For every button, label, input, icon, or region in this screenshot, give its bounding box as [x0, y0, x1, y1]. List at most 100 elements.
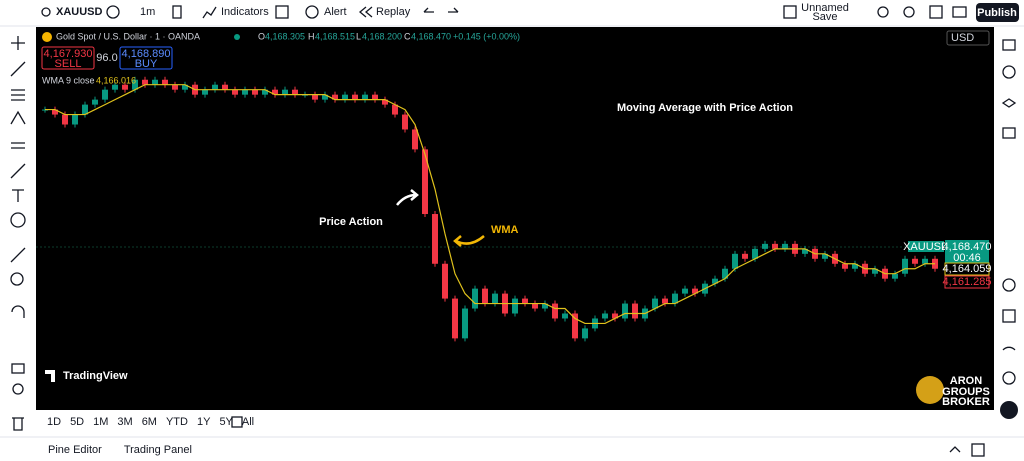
- candle: [352, 94, 358, 100]
- replay-icon: [358, 6, 373, 18]
- candle: [122, 84, 128, 90]
- candle: [232, 89, 238, 95]
- candle: [762, 243, 768, 249]
- buy-button[interactable]: [119, 46, 173, 70]
- layout-icon[interactable]: [783, 5, 797, 19]
- symbol-button[interactable]: XAUUSD: [56, 6, 103, 18]
- range-button[interactable]: 6M: [142, 416, 157, 428]
- candle: [82, 104, 88, 115]
- low-tag: [944, 275, 990, 289]
- spread: 96.0: [96, 52, 117, 64]
- widget-bar[interactable]: [1001, 39, 1017, 385]
- change-value: +0.145 (+0.00%): [453, 31, 520, 41]
- high-label: H: [308, 31, 315, 41]
- range-button[interactable]: 5D: [70, 416, 84, 428]
- candle: [342, 94, 348, 100]
- templates-icon[interactable]: [275, 5, 289, 19]
- candle: [872, 268, 878, 274]
- bottom-tab[interactable]: Pine Editor: [48, 444, 102, 456]
- range-button[interactable]: YTD: [166, 416, 188, 428]
- buy-label[interactable]: BUY: [135, 58, 158, 70]
- currency-label[interactable]: USD: [951, 32, 974, 44]
- candle: [602, 313, 608, 319]
- publish-button[interactable]: [976, 3, 1019, 22]
- range-button[interactable]: 1D: [47, 416, 61, 428]
- candle: [392, 104, 398, 115]
- candle: [402, 114, 408, 130]
- currency-selector[interactable]: [946, 30, 990, 46]
- symbol-tag-label: XAUUSD: [903, 241, 949, 253]
- bottom-tab[interactable]: Trading Panel: [124, 444, 192, 456]
- drawing-tools[interactable]: [10, 36, 26, 431]
- sell-button[interactable]: [41, 46, 95, 70]
- candle: [722, 268, 728, 279]
- save-label[interactable]: Save: [812, 11, 837, 23]
- market-status: [234, 34, 240, 40]
- candle: [202, 89, 208, 95]
- chart-type-icon[interactable]: [172, 5, 182, 19]
- candle: [132, 79, 138, 90]
- candle: [492, 293, 498, 304]
- collapse-icon[interactable]: [949, 446, 961, 453]
- symbol-tag: [908, 241, 944, 252]
- sell-price[interactable]: 4,167.930: [44, 48, 93, 60]
- wma-arrow: [453, 235, 485, 247]
- candle: [212, 84, 218, 90]
- candle: [292, 89, 298, 95]
- low-tag-label: 4,161.285: [943, 276, 992, 288]
- publish-label[interactable]: Publish: [977, 7, 1017, 19]
- camera-icon[interactable]: [952, 6, 967, 18]
- candle: [612, 313, 618, 319]
- maximize-icon[interactable]: [971, 443, 985, 457]
- alert-icon: [305, 5, 319, 19]
- candle: [172, 84, 178, 90]
- redo-icon[interactable]: [448, 7, 459, 13]
- interval-button[interactable]: 1m: [140, 6, 155, 18]
- candle: [652, 298, 658, 309]
- range-button[interactable]: 5Y: [219, 416, 233, 428]
- range-button[interactable]: All: [242, 416, 254, 428]
- candle: [162, 79, 168, 85]
- settings-icon[interactable]: [903, 6, 915, 18]
- range-button[interactable]: 3M: [117, 416, 132, 428]
- screenshot-icon[interactable]: [877, 6, 889, 18]
- replay-button[interactable]: Replay: [376, 6, 411, 18]
- bottom-tabs: Pine Editor Trading Panel: [48, 444, 192, 456]
- range-button[interactable]: 1M: [93, 416, 108, 428]
- candle: [802, 248, 808, 254]
- candle: [552, 303, 558, 319]
- compare-icon[interactable]: [106, 5, 120, 19]
- alert-button[interactable]: Alert: [324, 6, 347, 18]
- candle: [622, 303, 628, 319]
- indicators-icon: [202, 6, 217, 19]
- candle: [712, 278, 718, 284]
- indicators-button[interactable]: Indicators: [221, 6, 269, 18]
- candle: [422, 149, 428, 215]
- date-range-icon[interactable]: [231, 416, 243, 428]
- apps-button[interactable]: [1000, 401, 1018, 419]
- candle: [522, 298, 528, 304]
- close-label: C: [404, 31, 411, 41]
- symbol-logo: [42, 32, 52, 42]
- candle: [272, 89, 278, 95]
- brand-logo: [916, 376, 944, 404]
- sell-label[interactable]: SELL: [55, 58, 82, 70]
- candle: [822, 253, 828, 259]
- candle: [582, 328, 588, 339]
- candle: [322, 94, 328, 100]
- candle: [362, 94, 368, 100]
- layout-name[interactable]: Unnamed: [801, 2, 849, 14]
- buy-price[interactable]: 4,168.890: [122, 48, 171, 60]
- fullscreen-icon[interactable]: [929, 5, 943, 19]
- price-action-arrow: [396, 189, 419, 206]
- top-toolbar: [0, 0, 1024, 26]
- tradingview-watermark: TradingView: [63, 370, 128, 382]
- wma-legend-value: 4,166.016: [96, 75, 136, 85]
- candle: [102, 89, 108, 100]
- range-button[interactable]: 1Y: [197, 416, 211, 428]
- undo-icon[interactable]: [423, 7, 434, 13]
- price-action-label: Price Action: [319, 216, 383, 228]
- low-value: 4,168.200: [362, 31, 402, 41]
- candle: [662, 298, 668, 304]
